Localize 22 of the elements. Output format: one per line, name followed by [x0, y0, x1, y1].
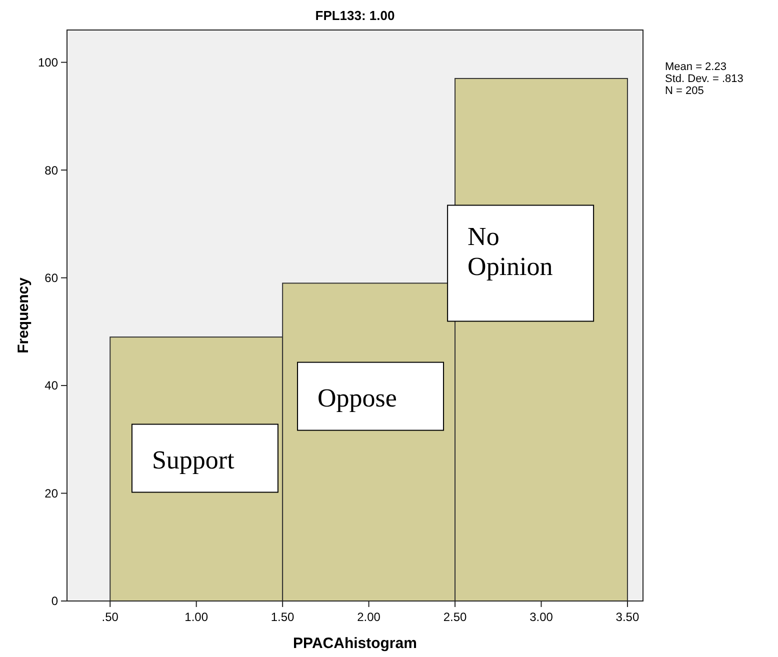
- x-axis-title: PPACAhistogram: [293, 635, 417, 652]
- x-tick-label: 1.50: [270, 610, 295, 624]
- y-tick-label: 0: [51, 594, 58, 608]
- y-tick-label: 60: [44, 270, 58, 285]
- annotation: Support: [152, 445, 236, 474]
- y-tick-label: 100: [38, 56, 58, 70]
- y-tick-label: 80: [44, 163, 58, 178]
- y-tick-label: 20: [44, 486, 58, 500]
- annotation: Oppose: [318, 383, 397, 412]
- x-tick-label: 3.50: [616, 610, 640, 624]
- chart-title: FPL133: 1.00: [315, 8, 395, 23]
- y-axis-title: Frequency: [15, 276, 32, 354]
- x-tick-label: .50: [102, 610, 119, 624]
- text: Std. Dev. = .813: [665, 73, 744, 85]
- x-tick-label: 1.00: [184, 610, 208, 624]
- annotation: No Opinion: [468, 222, 553, 282]
- x-tick-label: 2.00: [357, 610, 381, 624]
- y-tick-label: 40: [44, 378, 58, 393]
- x-tick-label: 3.00: [530, 610, 554, 624]
- x-tick-label: 2.50: [443, 610, 468, 624]
- text: N = 205: [665, 85, 704, 97]
- text: Mean = 2.23: [665, 61, 726, 73]
